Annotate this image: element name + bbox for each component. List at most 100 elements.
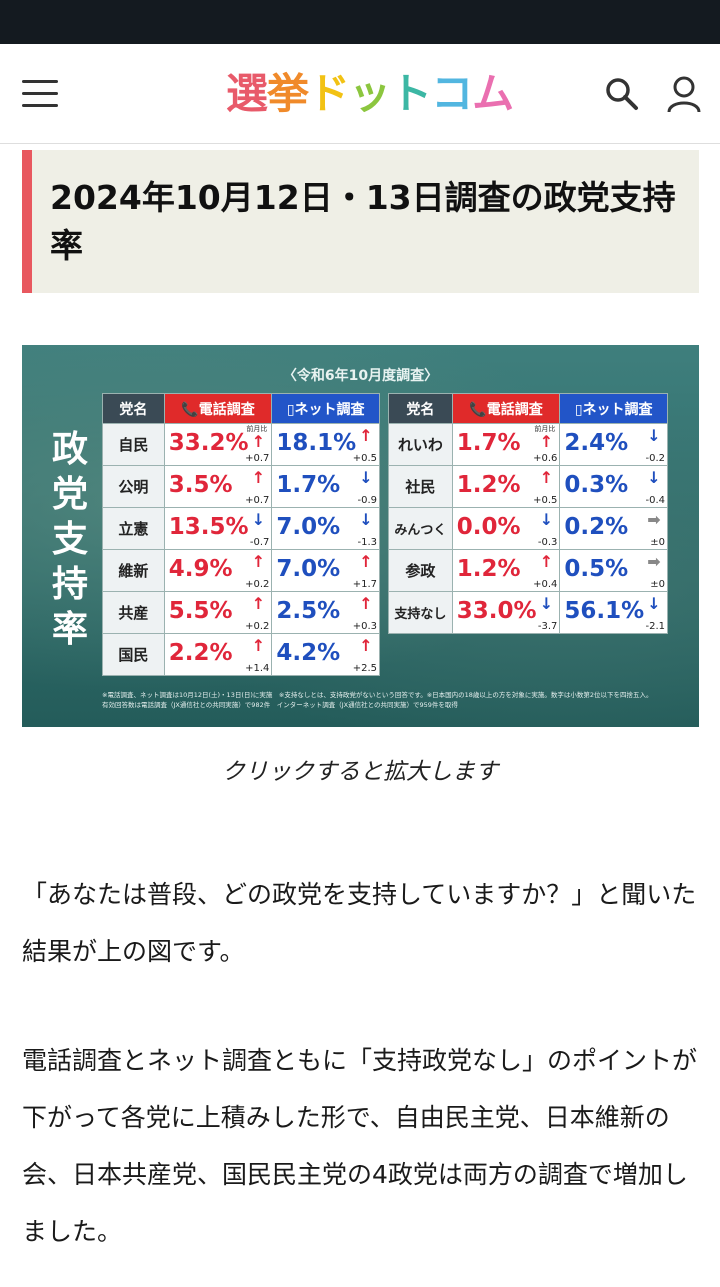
value-cell: 2.4% ↓ -0.2 (559, 423, 668, 466)
value-cell: 4.2% ↑ +2.5 (271, 633, 380, 676)
arrow-up-icon: ↑ (539, 552, 554, 571)
support-value: 18.1% (276, 430, 357, 456)
support-value: 33.0% (456, 598, 537, 624)
support-value: 13.5% (168, 514, 249, 540)
party-name: れいわ (388, 423, 453, 466)
vertical-title-char: 政 (51, 429, 88, 470)
figure-header: 〈令和6年10月度調査〉 (282, 368, 439, 384)
site-header: 選挙ドットコム (0, 44, 720, 144)
support-value: 2.5% (276, 598, 341, 624)
value-cell: 1.2% ↑ +0.4 (451, 549, 561, 592)
value-cell: 5.5% ↑ +0.2 (163, 591, 273, 634)
value-cell: 0.0% ↓ -0.3 (451, 507, 561, 550)
arrow-up-icon: ↑ (251, 636, 266, 655)
prev-month-label: 前月比 (246, 425, 268, 433)
party-name: 参政 (388, 549, 453, 592)
logo-char: ム (472, 69, 514, 118)
change-value: -0.9 (357, 495, 377, 506)
hamburger-icon[interactable] (22, 80, 58, 108)
arrow-down-icon: ↓ (359, 468, 373, 487)
col-header-party: 党名 (388, 393, 453, 424)
prev-month-label: 前月比 (534, 425, 556, 433)
change-value: ±0 (650, 537, 665, 548)
change-value: ±0 (650, 579, 665, 590)
figure-note-2: 有効回答数は電話調査（JX通信社との共同実施）で982件 インターネット調査（J… (102, 701, 458, 709)
arrow-up-icon: ↑ (251, 552, 266, 571)
value-cell: 2.2% ↑ +1.4 (163, 633, 273, 676)
table-row: 共産 5.5% ↑ +0.2 2.5% ↑ +0.3 (102, 591, 380, 634)
logo-char: ト (390, 69, 432, 118)
support-value: 4.2% (276, 640, 341, 666)
site-logo[interactable]: 選挙ドットコム (226, 68, 514, 120)
change-value: +1.7 (352, 579, 377, 590)
user-icon[interactable] (664, 74, 704, 114)
change-value: -1.3 (357, 537, 377, 548)
col-header-net: ▯ネット調査 (271, 393, 380, 424)
col-header-tel: 📞電話調査 (163, 393, 273, 424)
arrow-up-icon: ↑ (251, 594, 266, 613)
arrow-up-icon: ↑ (359, 636, 373, 655)
party-name: 公明 (102, 465, 165, 508)
change-value: -2.1 (645, 621, 665, 632)
arrow-down-icon: ↓ (539, 510, 554, 529)
support-value: 0.3% (564, 472, 629, 498)
arrow-down-icon: ↓ (647, 468, 661, 487)
change-value: -0.3 (537, 537, 558, 548)
support-value: 1.7% (456, 430, 521, 456)
change-value: -0.2 (645, 453, 665, 464)
table-row: 立憲 13.5% ↓ -0.7 7.0% ↓ -1.3 (102, 507, 380, 550)
value-cell: 18.1% ↑ +0.5 (271, 423, 380, 466)
change-value: +0.2 (245, 579, 270, 590)
table-row: 国民 2.2% ↑ +1.4 4.2% ↑ +2.5 (102, 633, 380, 676)
table-left: 党名 📞電話調査 ▯ネット調査 自民 33.2% ↑ +0.7 前月比 18.1% ↑ +0.5 公明… (102, 393, 380, 676)
change-value: +0.3 (352, 621, 377, 632)
table-row: 支持なし 33.0% ↓ -3.7 56.1% ↓ -2.1 (388, 591, 668, 634)
support-rate-figure[interactable]: 〈令和6年10月度調査〉 政党支持率 党名 📞電話調査 ▯ネット調査 自民 33.2% ↑… (22, 345, 699, 727)
change-value: +0.4 (533, 579, 558, 590)
arrow-up-icon: ↑ (251, 432, 266, 451)
change-value: +0.6 (533, 453, 558, 464)
table-row: れいわ 1.7% ↑ +0.6 前月比 2.4% ↓ -0.2 (388, 423, 668, 466)
arrow-down-icon: ↓ (647, 594, 661, 613)
article-paragraph-2: 電話調査とネット調査ともに「支持政党なし」のポイントが下がって各党に上積みした形… (22, 1046, 698, 1246)
value-cell: 33.0% ↓ -3.7 (451, 591, 561, 634)
table-row: 公明 3.5% ↑ +0.7 1.7% ↓ -0.9 (102, 465, 380, 508)
change-value: +0.7 (245, 453, 270, 464)
col-header-party: 党名 (102, 393, 165, 424)
arrow-up-icon: ↑ (539, 432, 554, 451)
logo-char: 挙 (267, 69, 309, 118)
value-cell: 3.5% ↑ +0.7 (163, 465, 273, 508)
value-cell: 0.2% ➡ ±0 (559, 507, 668, 550)
change-value: +0.7 (245, 495, 270, 506)
change-value: +0.2 (245, 621, 270, 632)
arrow-up-icon: ↑ (359, 426, 373, 445)
change-value: -0.7 (249, 537, 270, 548)
figure-vertical-title: 政党支持率 (48, 427, 92, 652)
value-cell: 13.5% ↓ -0.7 (163, 507, 273, 550)
col-header-tel: 📞電話調査 (451, 393, 561, 424)
value-cell: 4.9% ↑ +0.2 (163, 549, 273, 592)
support-value: 2.4% (564, 430, 629, 456)
vertical-title-char: 率 (51, 609, 88, 650)
arrow-right-icon: ➡ (647, 552, 661, 571)
value-cell: 1.2% ↑ +0.5 (451, 465, 561, 508)
support-value: 4.9% (168, 556, 233, 582)
table-right: 党名 📞電話調査 ▯ネット調査 れいわ 1.7% ↑ +0.6 前月比 2.4% ↓ -0.2 社民 1… (388, 393, 668, 634)
support-value: 1.7% (276, 472, 341, 498)
arrow-down-icon: ↓ (647, 426, 661, 445)
party-name: 自民 (102, 423, 165, 466)
figure-caption: クリックすると拡大します (222, 759, 498, 785)
value-cell: 0.5% ➡ ±0 (559, 549, 668, 592)
table-row: 参政 1.2% ↑ +0.4 0.5% ➡ ±0 (388, 549, 668, 592)
value-cell: 0.3% ↓ -0.4 (559, 465, 668, 508)
support-value: 7.0% (276, 556, 341, 582)
party-name: みんつく (388, 507, 453, 550)
party-name: 維新 (102, 549, 165, 592)
figure-note-1: ※電話調査、ネット調査は10月12日(土)・13日(日)に実施 ※支持なしとは、… (102, 691, 653, 699)
search-icon[interactable] (604, 76, 640, 112)
table-row: 社民 1.2% ↑ +0.5 0.3% ↓ -0.4 (388, 465, 668, 508)
col-header-net: ▯ネット調査 (559, 393, 668, 424)
logo-char: 選 (226, 69, 268, 118)
support-value: 1.2% (456, 556, 521, 582)
party-name: 共産 (102, 591, 165, 634)
